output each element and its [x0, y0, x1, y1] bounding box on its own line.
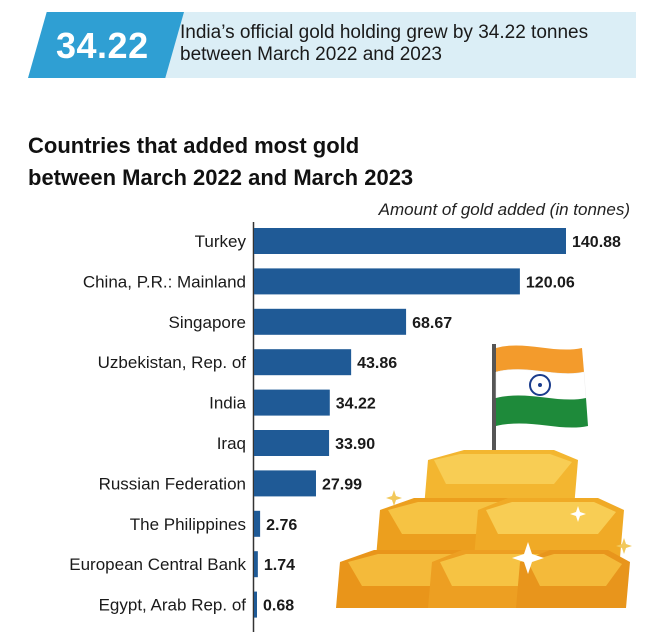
banner-text-line-1: India’s official gold holding grew by 34…	[180, 22, 589, 43]
value-label: 68.67	[412, 315, 452, 332]
banner-number: 34.22	[56, 25, 149, 66]
chart-subtitle: Amount of gold added (in tonnes)	[378, 200, 630, 219]
value-label: 2.76	[266, 517, 297, 534]
category-label: Egypt, Arab Rep. of	[99, 596, 247, 615]
value-label: 43.86	[357, 355, 397, 372]
category-label: China, P.R.: Mainland	[83, 272, 246, 291]
bar	[254, 551, 258, 578]
category-label: India	[209, 394, 246, 413]
banner-text-line-2: between March 2022 and 2023	[180, 44, 442, 65]
banner-text: India’s official gold holding grew by 34…	[180, 22, 620, 66]
sparkle-icon	[570, 506, 586, 522]
bar	[254, 228, 566, 254]
headline-banner: 34.22 India’s official gold holding grew…	[0, 0, 660, 90]
india-flag-icon	[495, 345, 588, 428]
value-label: 140.88	[572, 234, 621, 251]
gold-illustration	[336, 344, 632, 608]
chart-title-line-2: between March 2022 and March 2023	[28, 165, 414, 190]
bar-chart: Turkey 140.88 China, P.R.: Mainland 120.06 S…	[69, 222, 632, 632]
bar	[254, 470, 316, 497]
sparkle-icon	[616, 538, 632, 554]
bar	[254, 430, 330, 456]
category-label: Iraq	[217, 434, 246, 453]
bar	[254, 510, 261, 537]
sparkle-icon	[386, 490, 402, 506]
gold-bars-icon	[336, 450, 630, 608]
sparkle-icon	[512, 542, 544, 574]
bar	[254, 591, 257, 618]
value-label: 34.22	[336, 396, 376, 413]
bar	[254, 389, 330, 416]
category-label: The Philippines	[130, 515, 246, 534]
banner-number-chip	[28, 12, 184, 78]
category-label: Singapore	[168, 313, 246, 332]
value-label: 27.99	[322, 476, 362, 493]
category-label: Uzbekistan, Rep. of	[98, 353, 247, 372]
bar	[254, 349, 352, 376]
chart-title-line-1: Countries that added most gold	[28, 133, 360, 158]
chart-title: Countries that added most gold between M…	[28, 130, 588, 194]
category-label: Turkey	[195, 232, 247, 251]
value-label: 0.68	[263, 598, 294, 615]
value-label: 1.74	[264, 557, 295, 574]
value-label: 33.90	[335, 436, 375, 453]
bars-layer: Turkey 140.88 China, P.R.: Mainland 120.06 S…	[69, 228, 621, 618]
bar	[254, 308, 407, 335]
value-label: 120.06	[526, 274, 575, 291]
category-label: European Central Bank	[69, 555, 246, 574]
category-label: Russian Federation	[99, 474, 246, 493]
bar	[254, 268, 520, 295]
